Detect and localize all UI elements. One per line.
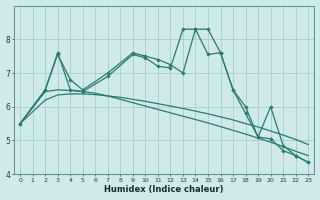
- X-axis label: Humidex (Indice chaleur): Humidex (Indice chaleur): [104, 185, 224, 194]
